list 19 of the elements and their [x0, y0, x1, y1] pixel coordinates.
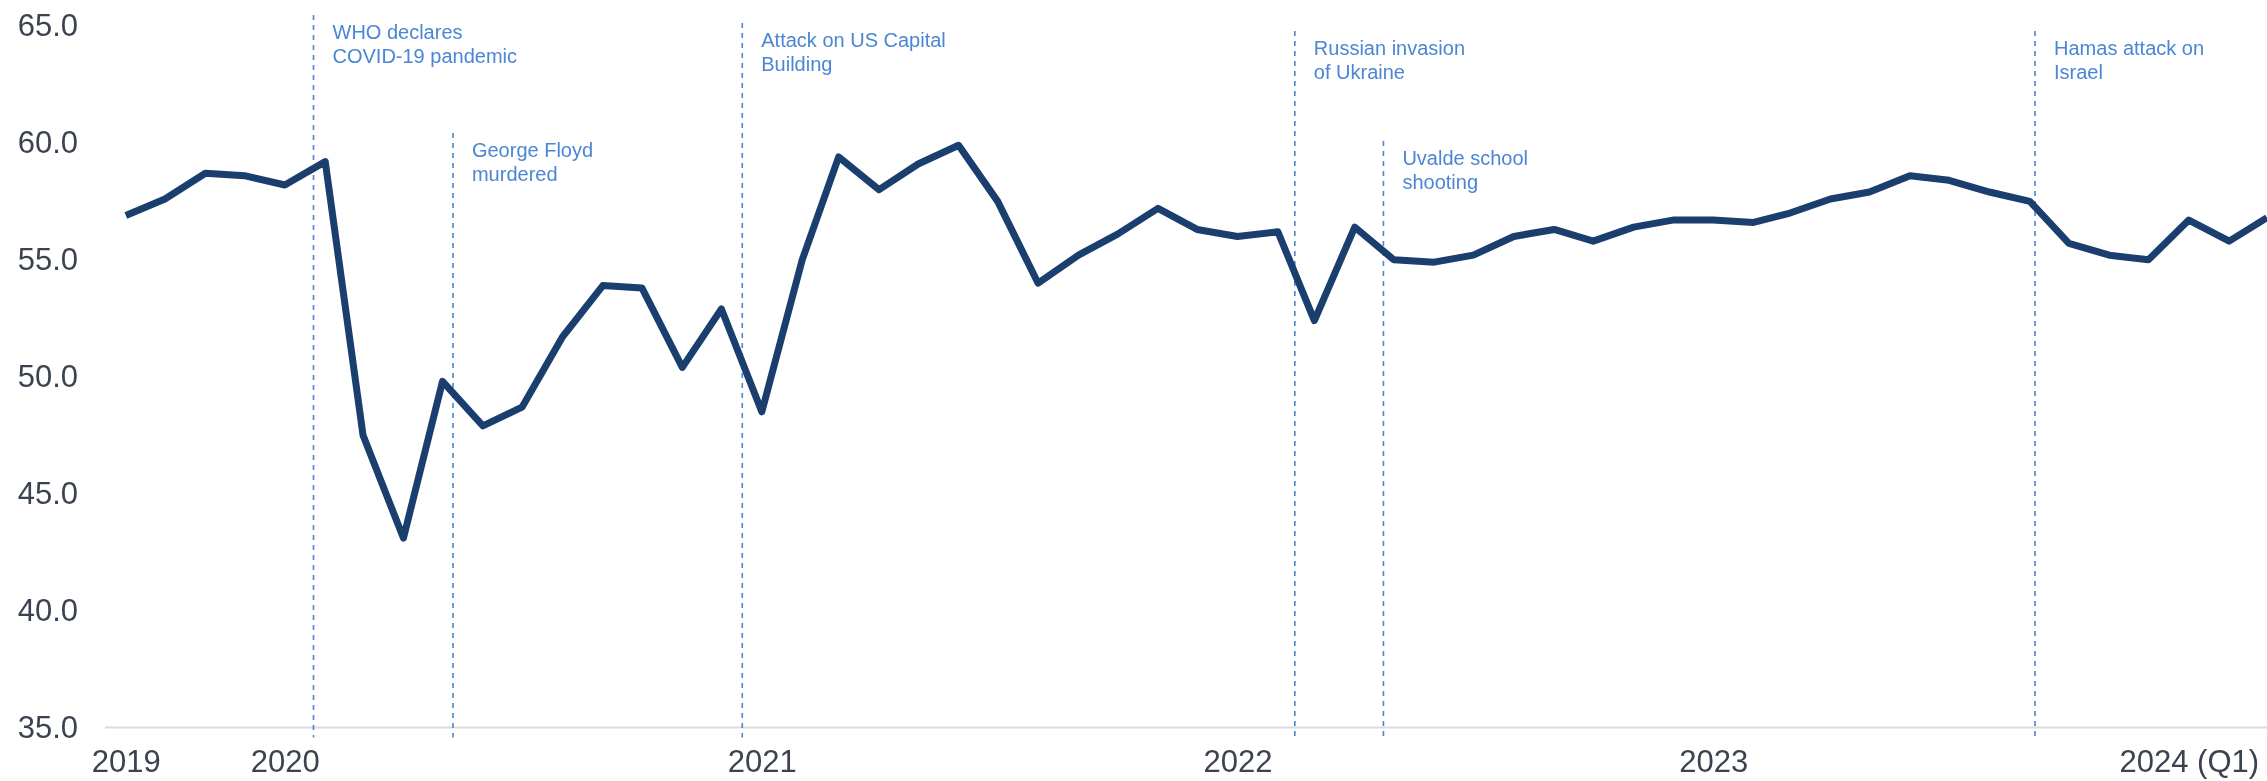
ref-line-label: Attack on US Capital Building — [761, 29, 946, 75]
y-tick-label: 55.0 — [17, 242, 78, 278]
ref-line-label: George Floyd murdered — [471, 139, 594, 185]
y-tick-label: 50.0 — [17, 359, 78, 395]
ref-line-label: Russian invasion of Ukraine — [1313, 37, 1466, 83]
ref-line-label: Uvalde school shooting — [1402, 147, 1529, 193]
y-tick-label: 60.0 — [17, 125, 78, 161]
y-tick-label: 40.0 — [17, 593, 78, 628]
x-tick-label: 2019 — [91, 743, 161, 779]
y-tick-label: 45.0 — [17, 476, 78, 512]
x-tick-label: 2020 — [250, 743, 320, 779]
x-tick-label: 2023 — [1679, 743, 1749, 779]
x-tick-label: 2022 — [1203, 743, 1273, 779]
x-tick-label: 2024 (Q1) — [2119, 743, 2260, 779]
y-tick-label: 65.0 — [17, 8, 78, 44]
ref-line-label: Hamas attack on Israel — [2054, 37, 2205, 83]
x-tick-label: 2021 — [727, 743, 797, 779]
ref-line-label: WHO declares COVID-19 pandemic — [332, 21, 518, 67]
y-tick-label: 35.0 — [17, 709, 78, 745]
